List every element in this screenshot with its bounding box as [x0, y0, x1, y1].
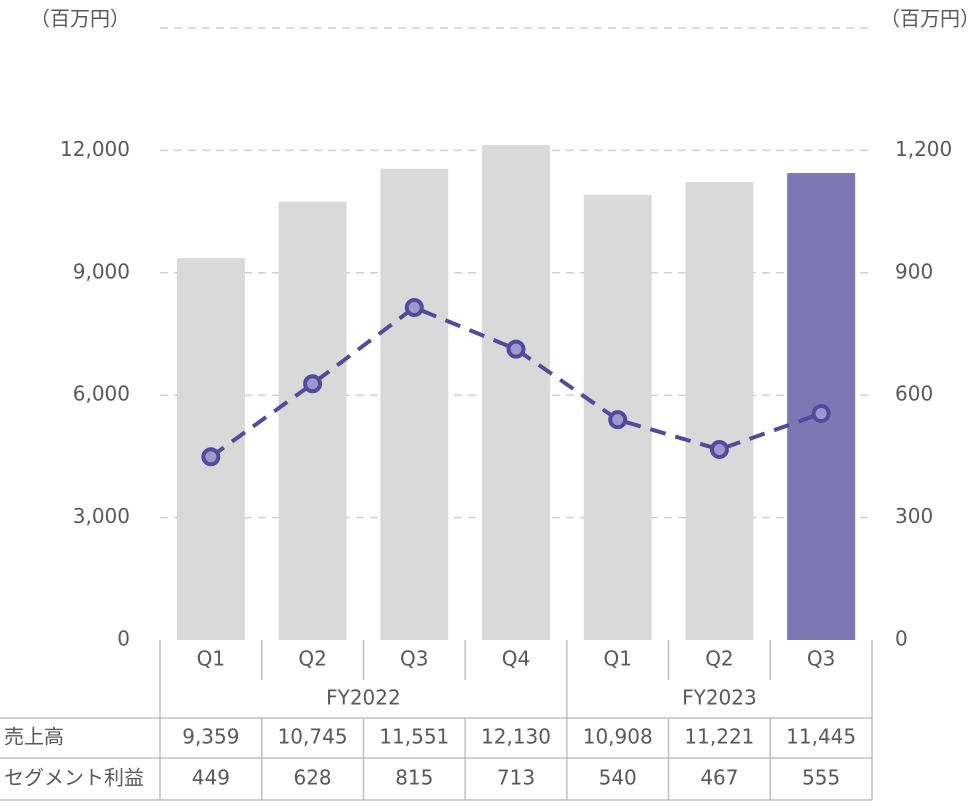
x-tick-label: Q2 [298, 647, 326, 671]
table-value: 540 [599, 766, 637, 790]
y2-unit: （百万円） [880, 7, 980, 31]
y2-tick-label: 0 [895, 627, 908, 651]
x-tick-label: Q3 [400, 647, 428, 671]
y-tick-label: 6,000 [73, 382, 130, 406]
table-value: 555 [802, 766, 840, 790]
table-value: 11,551 [379, 725, 449, 749]
table-value: 9,359 [182, 725, 239, 749]
y-unit: （百万円） [30, 7, 130, 31]
line-marker [608, 410, 628, 430]
table-value: 467 [700, 766, 738, 790]
group-label: FY2023 [682, 686, 757, 710]
y-tick-label: 3,000 [73, 504, 130, 528]
line-marker [404, 297, 424, 317]
x-tick-label: Q4 [502, 647, 530, 671]
x-tick-label: Q1 [197, 647, 225, 671]
line-marker [506, 339, 526, 359]
x-tick-label: Q3 [807, 647, 835, 671]
y-tick-label: 12,000 [60, 137, 130, 161]
table-row-label: 売上高 [4, 725, 64, 749]
y2-tick-label: 1,200 [895, 137, 952, 161]
y2-tick-label: 300 [895, 504, 933, 528]
bar [482, 145, 550, 640]
bar [380, 168, 449, 641]
line-marker [303, 374, 323, 394]
table-value: 10,745 [278, 725, 348, 749]
table-row-label: セグメント利益 [4, 766, 144, 790]
table-value: 815 [395, 766, 433, 790]
bar [685, 182, 754, 640]
line-marker [811, 404, 831, 424]
table-value: 628 [293, 766, 331, 790]
table-value: 11,221 [684, 725, 754, 749]
table-value: 12,130 [481, 725, 551, 749]
table-value: 713 [497, 766, 535, 790]
table-value: 10,908 [583, 725, 653, 749]
y-tick-label: 0 [117, 627, 130, 651]
group-label: FY2022 [326, 686, 401, 710]
x-tick-label: Q2 [705, 647, 733, 671]
table-value: 449 [192, 766, 230, 790]
y2-tick-label: 600 [895, 382, 933, 406]
table-value: 11,445 [786, 725, 856, 749]
x-tick-label: Q1 [603, 647, 631, 671]
bar [278, 201, 347, 640]
line-marker [201, 447, 221, 467]
line-marker [709, 439, 729, 459]
y2-tick-label: 900 [895, 259, 933, 283]
y-tick-label: 9,000 [73, 259, 130, 283]
